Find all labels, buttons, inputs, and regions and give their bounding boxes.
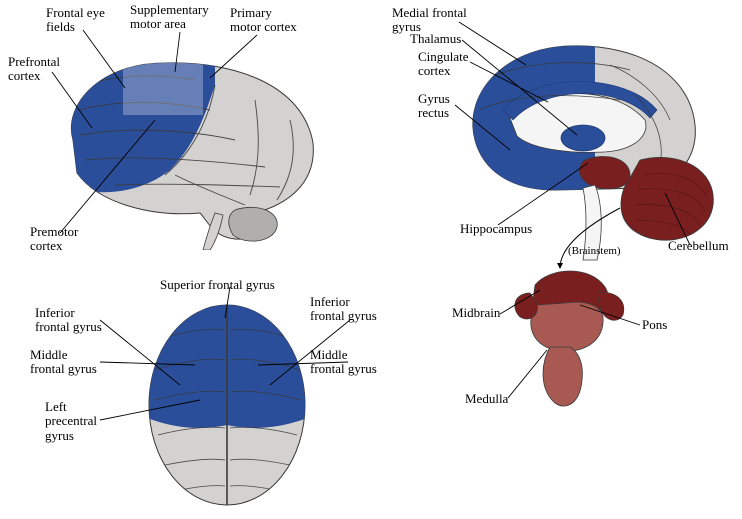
label-primary-motor-cortex: Primary motor cortex: [230, 6, 297, 35]
label-left-precentral-gyrus: Left precentral gyrus: [45, 400, 97, 443]
label-thalamus: Thalamus: [410, 32, 461, 46]
label-cingulate-cortex: Cingulate cortex: [418, 50, 469, 79]
label-gyrus-rectus: Gyrus rectus: [418, 92, 450, 121]
label-premotor-cortex: Premotor cortex: [30, 225, 78, 254]
label-middle-frontal-gyrus-r: Middle frontal gyrus: [310, 348, 377, 377]
label-cerebellum: Cerebellum: [668, 239, 729, 253]
label-inferior-frontal-gyrus-l: Inferior frontal gyrus: [35, 306, 102, 335]
label-pons: Pons: [642, 318, 667, 332]
label-superior-frontal-gyrus: Superior frontal gyrus: [160, 278, 275, 292]
label-prefrontal-cortex: Prefrontal cortex: [8, 55, 60, 84]
label-hippocampus: Hippocampus: [460, 222, 532, 236]
label-frontal-eye-fields: Frontal eye fields: [46, 6, 105, 35]
brainstem-inset: [505, 265, 635, 410]
label-midbrain: Midbrain: [452, 306, 500, 320]
label-middle-frontal-gyrus-l: Middle frontal gyrus: [30, 348, 97, 377]
label-medulla: Medulla: [465, 392, 508, 406]
label-brainstem-note: (Brainstem): [568, 245, 621, 257]
brain-lateral: [55, 55, 330, 250]
label-inferior-frontal-gyrus-r: Inferior frontal gyrus: [310, 295, 377, 324]
label-supplementary-motor-area: Supplementary motor area: [130, 3, 209, 32]
brain-superior: [140, 300, 315, 510]
